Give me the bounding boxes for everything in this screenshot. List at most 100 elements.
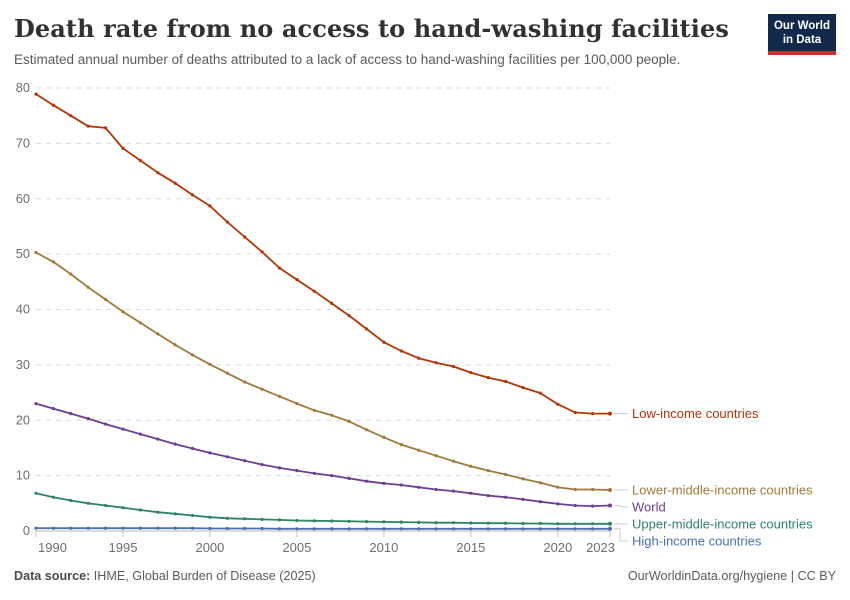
data-point bbox=[190, 526, 195, 530]
data-point bbox=[330, 301, 334, 305]
data-point bbox=[573, 487, 577, 492]
data-point bbox=[260, 463, 264, 467]
data-point bbox=[399, 443, 403, 447]
y-tick-label: 0 bbox=[23, 523, 30, 538]
chart-header: Death rate from no access to hand-washin… bbox=[14, 14, 754, 69]
data-point bbox=[138, 158, 142, 163]
data-point bbox=[225, 526, 229, 531]
data-point bbox=[69, 412, 73, 416]
data-point bbox=[34, 491, 38, 495]
data-point bbox=[243, 235, 247, 239]
data-point bbox=[190, 446, 195, 451]
data-point bbox=[51, 407, 56, 411]
owid-logo[interactable]: Our World in Data bbox=[768, 14, 836, 56]
data-point bbox=[417, 448, 421, 452]
data-point bbox=[364, 479, 369, 483]
data-point bbox=[104, 297, 108, 302]
series-end-label-low-income-countries[interactable]: Low-income countries bbox=[632, 406, 759, 421]
y-tick-label: 60 bbox=[16, 191, 30, 206]
data-point bbox=[295, 469, 299, 473]
footer-credit-link[interactable]: OurWorldinData.org/hygiene | CC BY bbox=[627, 569, 836, 583]
data-point bbox=[469, 464, 473, 468]
series-line-upper-middle-income-countries[interactable] bbox=[35, 492, 610, 525]
data-point bbox=[330, 474, 334, 478]
data-point bbox=[538, 481, 543, 485]
data-point bbox=[330, 413, 334, 417]
data-point bbox=[347, 476, 351, 480]
data-point bbox=[434, 487, 438, 492]
data-point bbox=[277, 466, 282, 470]
data-point bbox=[504, 495, 508, 499]
data-point bbox=[556, 485, 560, 489]
data-point bbox=[138, 526, 142, 530]
data-point bbox=[86, 417, 90, 421]
data-point bbox=[260, 250, 264, 254]
data-point bbox=[69, 114, 73, 118]
owid-logo-line1: Our World bbox=[773, 20, 830, 32]
data-point bbox=[364, 527, 369, 531]
data-point bbox=[486, 376, 490, 380]
data-point bbox=[121, 427, 125, 431]
data-point bbox=[469, 491, 473, 495]
data-point bbox=[104, 503, 108, 508]
data-point bbox=[399, 527, 403, 531]
data-point bbox=[104, 126, 108, 130]
data-point bbox=[591, 504, 595, 508]
data-point bbox=[295, 278, 299, 282]
data-point bbox=[538, 500, 543, 504]
data-point bbox=[208, 526, 212, 531]
data-point bbox=[51, 495, 56, 499]
data-point bbox=[243, 380, 247, 384]
data-point bbox=[225, 516, 229, 520]
data-point bbox=[573, 522, 577, 526]
data-point bbox=[347, 419, 351, 423]
data-point bbox=[225, 220, 229, 224]
line-chart[interactable]: 0 10 20 30 40 50 60 70 80 1990 1995 2000 2005 2010 201… bbox=[0, 80, 850, 560]
data-point bbox=[121, 310, 125, 314]
data-point bbox=[434, 527, 438, 531]
data-point bbox=[504, 472, 508, 477]
data-point bbox=[451, 489, 456, 493]
data-point bbox=[277, 518, 282, 522]
chart-title: Death rate from no access to hand-washin… bbox=[14, 14, 729, 43]
data-point bbox=[312, 519, 316, 523]
x-tick-label: 2010 bbox=[369, 540, 398, 555]
series-line-low-income-countries[interactable] bbox=[35, 93, 610, 415]
series-line-high-income-countries[interactable] bbox=[36, 527, 610, 530]
data-point bbox=[556, 502, 560, 506]
series-end-label-world[interactable]: World bbox=[632, 500, 666, 515]
data-point bbox=[364, 428, 369, 432]
series-end-label-lower-middle-income-countries[interactable]: Lower-middle-income countries bbox=[632, 483, 813, 498]
data-point bbox=[34, 92, 38, 96]
data-point bbox=[312, 527, 316, 531]
data-point bbox=[138, 432, 142, 436]
data-point bbox=[34, 526, 38, 530]
data-point bbox=[69, 526, 73, 530]
series-line-lower-middle-income-countries[interactable] bbox=[35, 251, 611, 491]
series-end-label-upper-middle-income-countries[interactable]: Upper-middle-income countries bbox=[632, 517, 813, 532]
data-point bbox=[138, 508, 142, 512]
data-point bbox=[243, 526, 247, 531]
y-tick-label: 70 bbox=[16, 135, 30, 150]
data-point bbox=[573, 503, 577, 508]
x-tick-label: 2005 bbox=[282, 540, 311, 555]
y-tick-label: 80 bbox=[16, 80, 30, 95]
series-line-world[interactable] bbox=[35, 402, 611, 508]
data-point bbox=[556, 402, 560, 406]
data-point bbox=[417, 520, 421, 524]
data-point bbox=[86, 501, 90, 505]
data-point bbox=[243, 459, 247, 463]
data-point bbox=[330, 519, 334, 523]
data-point bbox=[591, 412, 595, 416]
data-point bbox=[399, 349, 403, 353]
data-point bbox=[469, 371, 473, 375]
data-point bbox=[521, 386, 525, 390]
data-point bbox=[538, 391, 543, 395]
data-point bbox=[608, 411, 612, 416]
series-end-label-high-income-countries[interactable]: High-income countries bbox=[632, 534, 762, 549]
data-point bbox=[51, 103, 56, 107]
data-point bbox=[347, 527, 351, 531]
chart-footer: Data source: IHME, Global Burden of Dise… bbox=[14, 569, 836, 583]
data-point bbox=[208, 204, 212, 208]
